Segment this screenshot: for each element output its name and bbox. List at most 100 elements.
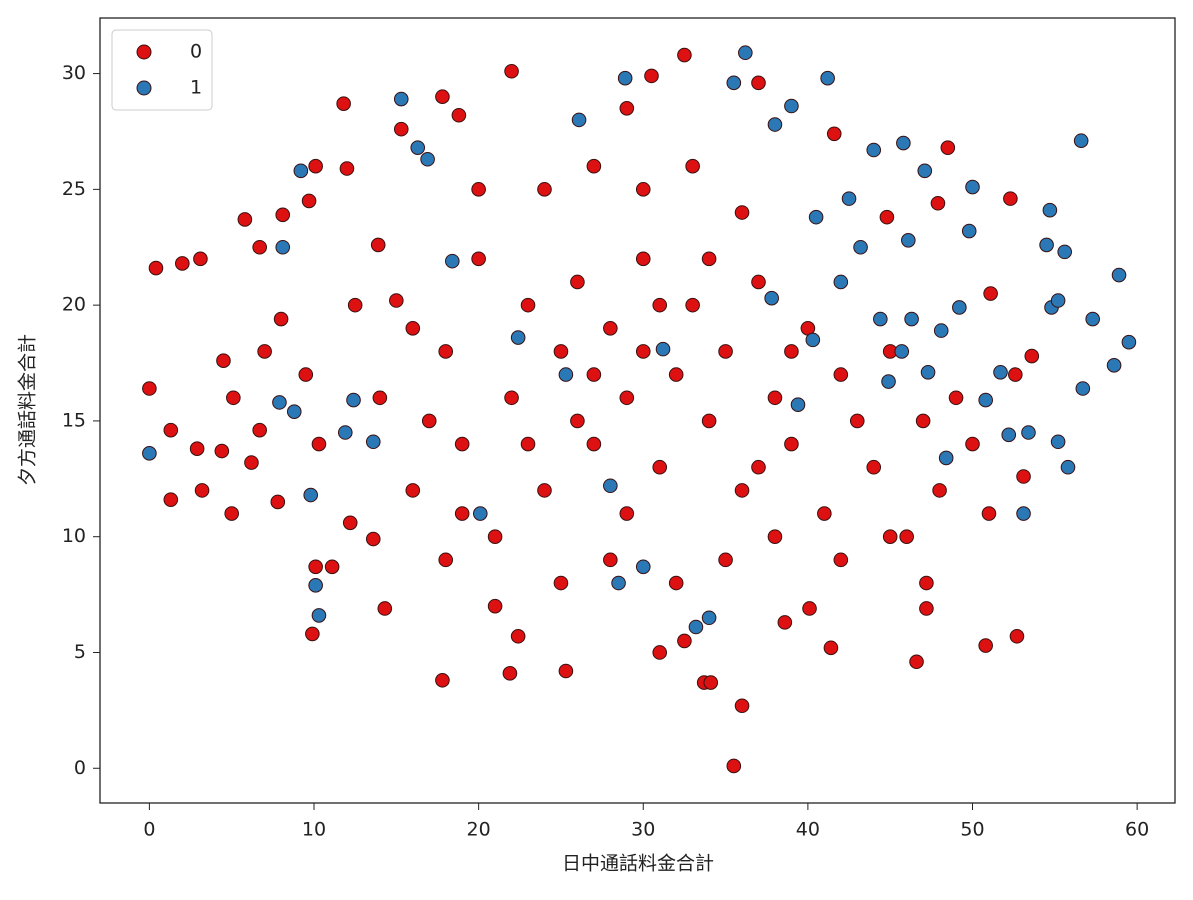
point — [244, 455, 259, 470]
point — [784, 436, 799, 452]
point — [965, 179, 980, 195]
point — [899, 529, 914, 545]
point — [570, 274, 585, 290]
point — [553, 344, 569, 359]
point — [655, 341, 671, 357]
point — [820, 70, 835, 86]
point — [308, 578, 323, 593]
point — [1050, 434, 1066, 450]
point — [454, 436, 470, 452]
point — [849, 413, 865, 429]
point — [751, 459, 766, 475]
point — [1008, 367, 1023, 382]
point — [346, 392, 361, 408]
point — [866, 142, 882, 158]
point — [777, 615, 793, 630]
point — [275, 239, 291, 255]
point — [805, 332, 821, 348]
point — [619, 101, 635, 116]
point — [873, 311, 888, 327]
point — [685, 158, 700, 174]
point — [915, 413, 931, 429]
point — [237, 212, 253, 227]
point — [823, 640, 839, 656]
point — [940, 140, 956, 155]
point — [224, 506, 239, 521]
point — [142, 446, 157, 461]
point — [930, 195, 946, 211]
point — [410, 140, 426, 155]
legend-marker — [136, 44, 152, 60]
point — [301, 193, 317, 209]
point — [866, 459, 882, 475]
point — [252, 422, 267, 438]
point — [1111, 267, 1127, 283]
point — [435, 672, 450, 688]
point — [896, 135, 911, 151]
point — [339, 161, 355, 176]
point — [272, 395, 287, 410]
y-tick-label: 5 — [74, 641, 86, 663]
point — [917, 163, 933, 179]
point — [520, 297, 536, 313]
point — [894, 344, 910, 359]
point — [764, 290, 779, 306]
point — [1106, 358, 1122, 373]
plot-area — [100, 18, 1175, 803]
point — [558, 663, 574, 679]
point — [303, 487, 319, 503]
point — [726, 75, 742, 91]
point — [965, 436, 980, 452]
point — [701, 251, 717, 267]
point — [275, 207, 291, 223]
point — [932, 483, 947, 498]
point — [1073, 133, 1089, 149]
point — [734, 483, 750, 498]
point — [617, 70, 633, 86]
point — [703, 675, 719, 690]
point — [919, 601, 934, 616]
point — [751, 274, 766, 290]
point — [909, 654, 924, 670]
point — [405, 320, 421, 336]
x-tick-label: 10 — [302, 819, 326, 841]
x-tick-label: 0 — [143, 819, 155, 841]
point — [558, 367, 574, 382]
point — [734, 205, 750, 220]
point — [435, 89, 450, 105]
point — [586, 158, 602, 174]
point — [252, 239, 267, 255]
point — [904, 311, 919, 327]
point — [983, 286, 998, 301]
point — [993, 364, 1008, 380]
point — [586, 436, 602, 452]
point — [1009, 628, 1025, 644]
point — [1003, 191, 1018, 206]
point — [751, 75, 766, 91]
point — [948, 390, 964, 406]
point — [833, 367, 849, 382]
point — [817, 506, 832, 521]
point — [420, 151, 435, 167]
point — [472, 506, 488, 521]
point — [938, 450, 954, 466]
point — [586, 367, 602, 382]
point — [879, 209, 895, 225]
point — [1075, 381, 1091, 396]
point — [257, 344, 272, 359]
point — [603, 478, 618, 494]
point — [347, 297, 363, 313]
legend-label: 0 — [190, 41, 202, 63]
point — [553, 575, 569, 591]
y-axis-label: 夕方通話料金合計 — [17, 334, 39, 486]
point — [701, 413, 717, 429]
point — [537, 483, 552, 498]
point — [510, 330, 526, 345]
y-tick-label: 20 — [62, 294, 86, 316]
point — [1001, 427, 1017, 443]
point — [767, 529, 783, 545]
x-tick-label: 50 — [960, 819, 984, 841]
point — [438, 344, 454, 359]
point — [270, 494, 286, 510]
point — [1042, 202, 1058, 218]
